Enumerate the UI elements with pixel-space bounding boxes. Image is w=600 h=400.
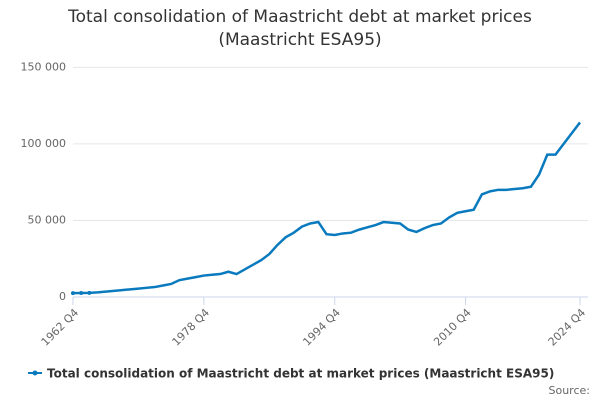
- y-tick-label: 150 000: [21, 60, 67, 73]
- source: Source:: [549, 384, 591, 397]
- x-tick-label: 1978 Q4: [170, 306, 213, 349]
- x-tick-label: 2010 Q4: [431, 306, 474, 349]
- y-tick-label: 0: [59, 290, 66, 303]
- series-line: [72, 121, 581, 295]
- y-tick-label: 100 000: [21, 137, 67, 150]
- point: [79, 291, 84, 296]
- chart-title: Total consolidation of Maastricht debt a…: [68, 7, 532, 50]
- point: [87, 290, 92, 295]
- legend-marker: [32, 370, 38, 376]
- x-tick-label: 1994 Q4: [300, 306, 343, 349]
- x-tick-label: 2024 Q4: [546, 306, 589, 349]
- point: [71, 291, 75, 296]
- legend-label: Total consolidation of Maastricht debt a…: [47, 367, 554, 381]
- y-tick-label: 50 000: [28, 213, 67, 226]
- x-tick-label: 1962 Q4: [39, 306, 82, 349]
